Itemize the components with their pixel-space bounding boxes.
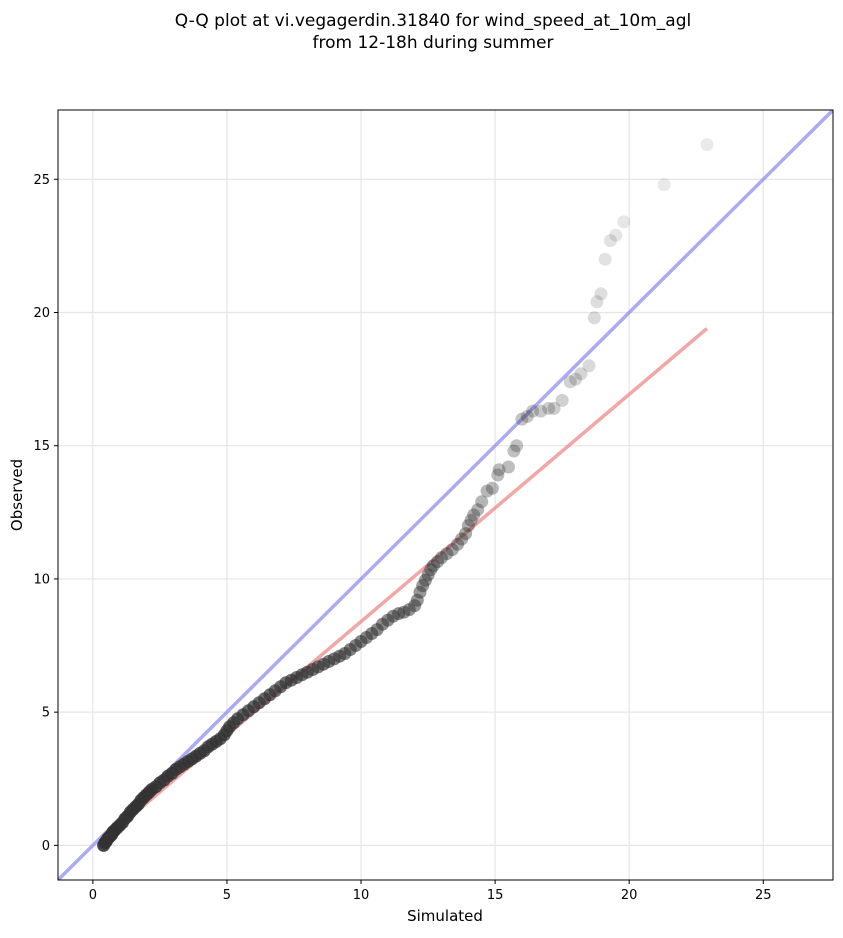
y-tick-label: 20 [33,306,50,321]
qq-point [526,404,540,418]
y-tick-label: 5 [42,706,50,721]
qq-point [480,484,494,498]
qq-point [464,513,478,527]
qq-point [424,563,438,577]
qq-point [491,468,505,482]
qq-point [421,568,435,582]
qq-point [440,547,454,561]
x-axis-label: Simulated [407,907,483,925]
x-tick-label: 0 [89,888,97,903]
qq-point [431,555,444,569]
chart-title-line-2: from 12-18h during summer [313,33,554,53]
qq-point [416,579,430,593]
qq-point [515,412,529,426]
qq-point [492,463,506,477]
qq-point [598,252,612,266]
qq-point [569,372,583,386]
y-tick-label: 10 [33,572,50,587]
x-tick-label: 25 [755,888,772,903]
qq-point [502,460,515,474]
qq-point [455,532,469,546]
data-points [97,138,714,852]
y-tick-label: 15 [33,439,50,454]
qq-point [574,367,588,381]
qq-point [587,311,601,325]
identity-line-layer [58,110,833,880]
x-axis-ticks: 0 5 10 15 20 25 [89,880,772,903]
qq-point [445,543,459,557]
qq-point [542,401,556,415]
qq-point [418,573,432,587]
qq-point [582,359,596,373]
qq-point [603,234,617,248]
x-tick-label: 15 [487,888,504,903]
identity-line [58,110,833,880]
qq-point [510,439,524,453]
x-tick-label: 10 [353,888,370,903]
plot-frame [57,109,834,881]
grid-lines [58,110,833,880]
qq-point [534,404,548,418]
x-tick-label: 20 [621,888,638,903]
qq-point [467,508,481,522]
qq-point [461,519,475,533]
qq-point [520,409,534,423]
qq-point [451,537,465,551]
qq-point [594,287,608,301]
qq-point [485,481,499,495]
qq-point [563,375,577,389]
qq-point [657,178,671,192]
qq-point [609,228,623,242]
qq-point [426,559,440,573]
x-tick-label: 5 [223,888,231,903]
chart-title-line-1: Q-Q plot at vi.vegagerdin.31840 for wind… [175,11,691,31]
qq-point [555,393,569,407]
y-axis-label: Observed [8,459,26,531]
y-tick-label: 0 [42,839,50,854]
qq-point [475,495,489,509]
qq-point [547,401,561,415]
qq-point [435,551,448,565]
qq-point [507,444,521,458]
qq-point [471,503,485,517]
qq-point [617,215,631,229]
y-axis-ticks: 0 5 10 15 20 25 [33,173,58,854]
qq-point [700,138,714,152]
y-tick-label: 25 [33,173,50,188]
qq-point [590,295,604,309]
qq-point [459,527,473,541]
